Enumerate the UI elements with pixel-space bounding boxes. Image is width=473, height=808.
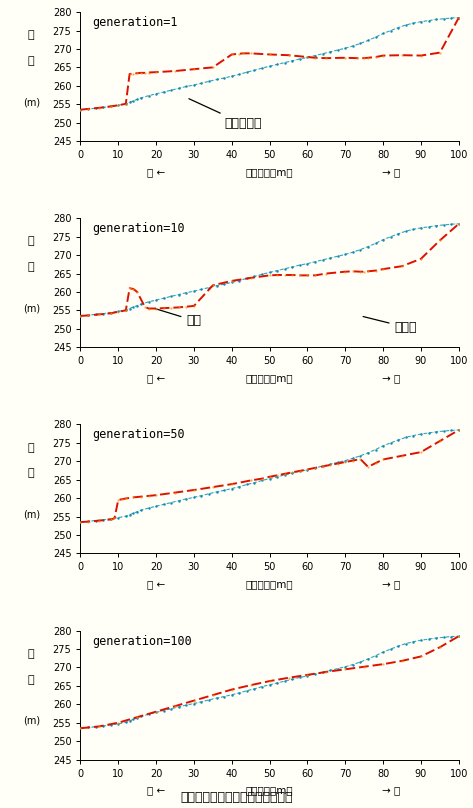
Text: 図３　世代ごとの最良解の断面図: 図３ 世代ごとの最良解の断面図 (180, 791, 293, 804)
Text: (m): (m) (23, 304, 40, 314)
Text: (m): (m) (23, 716, 40, 726)
Text: 南 ←: 南 ← (147, 373, 165, 383)
Text: 南 ←: 南 ← (147, 579, 165, 589)
Text: 縦断距離（m）: 縦断距離（m） (246, 785, 293, 795)
Text: 縦断距離（m）: 縦断距離（m） (246, 579, 293, 589)
Text: generation=1: generation=1 (92, 16, 177, 29)
Text: generation=100: generation=100 (92, 634, 192, 647)
Text: → 北: → 北 (382, 373, 400, 383)
Text: 縦断距離（m）: 縦断距離（m） (246, 166, 293, 177)
Text: 標: 標 (28, 443, 35, 452)
Text: 標: 標 (28, 31, 35, 40)
Text: 縦断距離（m）: 縦断距離（m） (246, 373, 293, 383)
Text: → 北: → 北 (382, 166, 400, 177)
Text: 高: 高 (28, 263, 35, 272)
Text: 南 ←: 南 ← (147, 166, 165, 177)
Text: → 北: → 北 (382, 579, 400, 589)
Text: generation=10: generation=10 (92, 222, 184, 235)
Text: (m): (m) (23, 510, 40, 520)
Text: (m): (m) (23, 97, 40, 107)
Text: → 北: → 北 (382, 785, 400, 795)
Text: 高: 高 (28, 469, 35, 478)
Text: generation=50: generation=50 (92, 428, 184, 441)
Text: 高: 高 (28, 675, 35, 684)
Text: 現況地形面: 現況地形面 (189, 99, 262, 130)
Text: 南 ←: 南 ← (147, 785, 165, 795)
Text: 圏場面: 圏場面 (363, 317, 417, 334)
Text: 高: 高 (28, 56, 35, 66)
Text: 法面: 法面 (155, 309, 201, 327)
Text: 標: 標 (28, 649, 35, 659)
Text: 標: 標 (28, 237, 35, 246)
